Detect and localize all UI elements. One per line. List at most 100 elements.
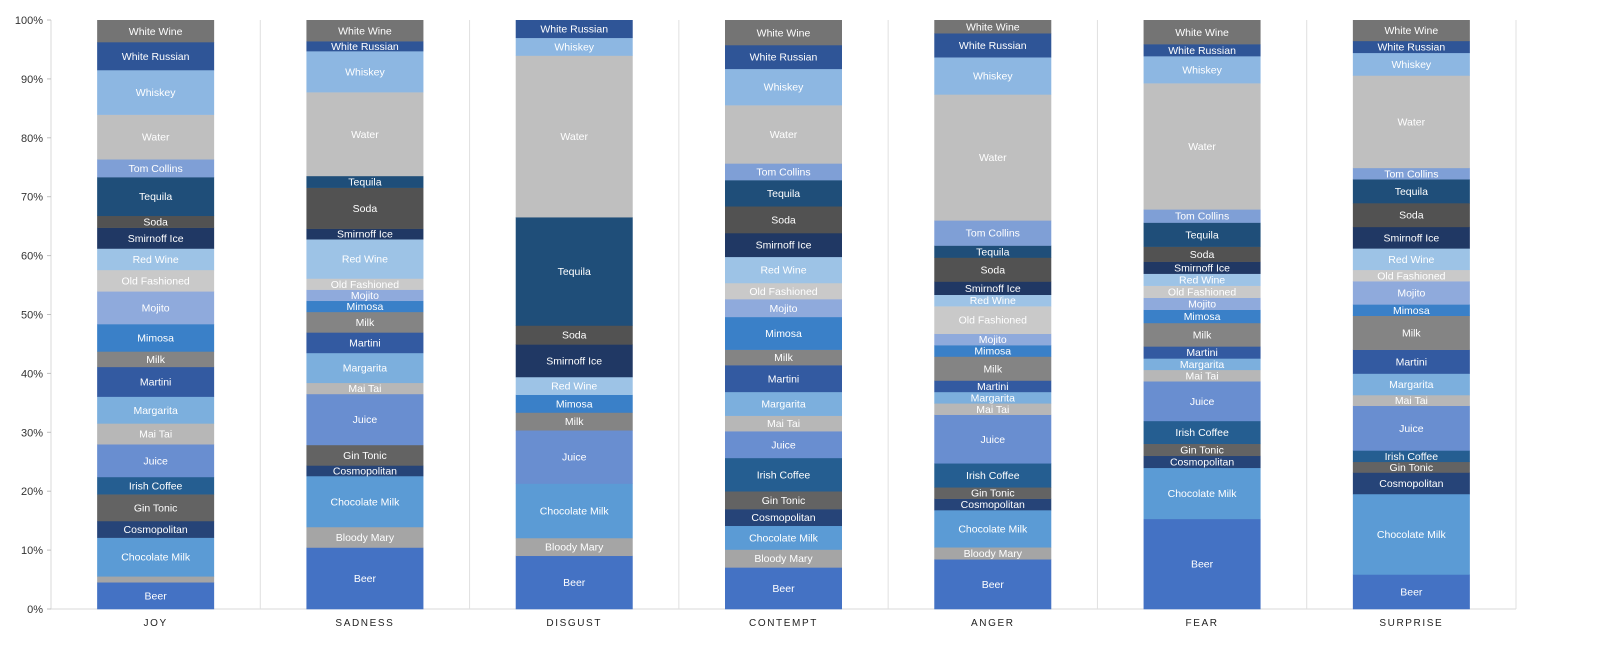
segment-label-old-fashioned: Old Fashioned [121, 275, 189, 287]
segment-label-martini: Martini [768, 373, 800, 385]
segment-label-white-wine: White Wine [1385, 25, 1439, 37]
segment-chocolate-milk [515, 483, 633, 539]
segment-label-old-fashioned: Old Fashioned [331, 279, 399, 291]
segment-beer [306, 547, 424, 610]
segment-bloody-mary [934, 547, 1052, 560]
segment-label-cosmopolitan: Cosmopolitan [1379, 478, 1443, 490]
segment-milk [515, 412, 633, 431]
segment-white-russian [1352, 40, 1470, 54]
segment-label-milk: Milk [983, 363, 1002, 375]
segment-beer [725, 567, 842, 610]
segment-label-white-russian: White Russian [1168, 45, 1236, 57]
segment-label-tom-collins: Tom Collins [1384, 168, 1438, 180]
segment-label-mimosa: Mimosa [1184, 311, 1221, 323]
segment-smirnoff-ice [1352, 226, 1470, 249]
segment-milk [1352, 315, 1470, 350]
segment-label-gin-tonic: Gin Tonic [1180, 445, 1224, 457]
segment-label-gin-tonic: Gin Tonic [343, 450, 387, 462]
segment-mojito [934, 333, 1052, 346]
segment-chocolate-milk [1352, 493, 1470, 575]
x-tick-label: FEAR [1186, 618, 1219, 629]
segment-white-wine [725, 20, 842, 46]
segment-milk [97, 351, 215, 368]
segment-label-milk: Milk [565, 416, 584, 428]
segment-label-tequila: Tequila [558, 266, 591, 278]
segment-beer [1352, 574, 1470, 610]
segment-cosmopolitan [1352, 472, 1470, 495]
y-tick-label: 50% [21, 310, 43, 322]
segment-juice [515, 430, 633, 484]
segment-label-smirnoff-ice: Smirnoff Ice [337, 229, 393, 241]
segment-label-milk: Milk [774, 352, 793, 364]
segment-chocolate-milk [97, 537, 215, 577]
segment-red-wine [97, 248, 215, 271]
segment-label-soda: Soda [771, 214, 796, 226]
segment-label-water: Water [1398, 116, 1426, 128]
segment-old-fashioned [1352, 269, 1470, 282]
segment-label-margarita: Margarita [971, 392, 1016, 404]
segment-label-bloody-mary: Bloody Mary [336, 532, 395, 544]
segment-tom-collins [934, 220, 1052, 246]
segment-irish-coffee [97, 476, 215, 495]
segment-label-white-russian: White Russian [959, 40, 1027, 52]
segment-label-beer: Beer [982, 579, 1005, 591]
segment-white-wine [306, 20, 424, 42]
segment-label-old-fashioned: Old Fashioned [959, 315, 1027, 327]
segment-cosmopolitan [306, 465, 424, 477]
segment-mimosa [515, 394, 633, 413]
segment-mimosa [1143, 309, 1261, 324]
segment-juice [1143, 381, 1261, 422]
segment-label-beer: Beer [145, 590, 168, 602]
segment-label-mojito: Mojito [769, 303, 797, 315]
segment-martini [97, 366, 215, 397]
segment-mimosa [934, 345, 1052, 357]
segment-label-white-wine: White Wine [1175, 27, 1229, 39]
segment-label-irish-coffee: Irish Coffee [1385, 451, 1439, 463]
segment-white-russian [515, 20, 633, 39]
segment-label-whiskey: Whiskey [1182, 64, 1222, 76]
segment-label-chocolate-milk: Chocolate Milk [749, 532, 819, 544]
segment-mimosa [725, 316, 842, 350]
segment-label-milk: Milk [1193, 329, 1212, 341]
segment-whiskey [1352, 52, 1470, 76]
segment-label-soda: Soda [143, 216, 168, 228]
segment-mai-tai [934, 403, 1052, 415]
segment-label-gin-tonic: Gin Tonic [762, 495, 806, 507]
segment-beer [515, 555, 633, 610]
segment-irish-coffee [934, 463, 1052, 488]
segment-martini [934, 380, 1052, 393]
segment-water [1143, 83, 1261, 210]
segment-margarita [725, 391, 842, 416]
segment-bloody-mary [515, 537, 633, 557]
segment-label-milk: Milk [146, 354, 165, 366]
segment-old-fashioned [306, 278, 424, 290]
segment-label-juice: Juice [1190, 396, 1215, 408]
segment-whiskey [515, 37, 633, 56]
segment-label-beer: Beer [1191, 559, 1214, 571]
segment-label-old-fashioned: Old Fashioned [1168, 286, 1236, 298]
x-tick-label: ANGER [971, 618, 1015, 629]
segment-mojito [306, 289, 424, 302]
segment-label-soda: Soda [981, 264, 1006, 276]
segment-label-red-wine: Red Wine [1388, 254, 1434, 266]
segment-label-beer: Beer [354, 573, 377, 585]
segment-soda [934, 257, 1052, 282]
segment-label-cosmopolitan: Cosmopolitan [124, 524, 188, 536]
segment-label-tom-collins: Tom Collins [1175, 211, 1229, 223]
segment-label-white-russian: White Russian [122, 51, 190, 63]
segment-mimosa [1352, 304, 1470, 316]
segment-smirnoff-ice [725, 232, 842, 258]
segment-label-old-fashioned: Old Fashioned [1377, 270, 1445, 282]
segment-tequila [1352, 179, 1470, 204]
segment-white-russian [97, 42, 215, 71]
bar-surprise: Beer Chocolate Milk Cosmopolitan Gin TonicI… [1352, 20, 1470, 610]
segment-label-mai-tai: Mai Tai [976, 404, 1009, 416]
y-tick-label: 90% [21, 74, 43, 86]
segment-red-wine [1352, 248, 1470, 271]
segment-soda [1143, 246, 1261, 262]
segment-margarita [97, 396, 215, 424]
segment-label-martini: Martini [349, 337, 381, 349]
segment-label-mimosa: Mimosa [347, 301, 384, 313]
x-tick-label: SURPRISE [1379, 618, 1443, 629]
